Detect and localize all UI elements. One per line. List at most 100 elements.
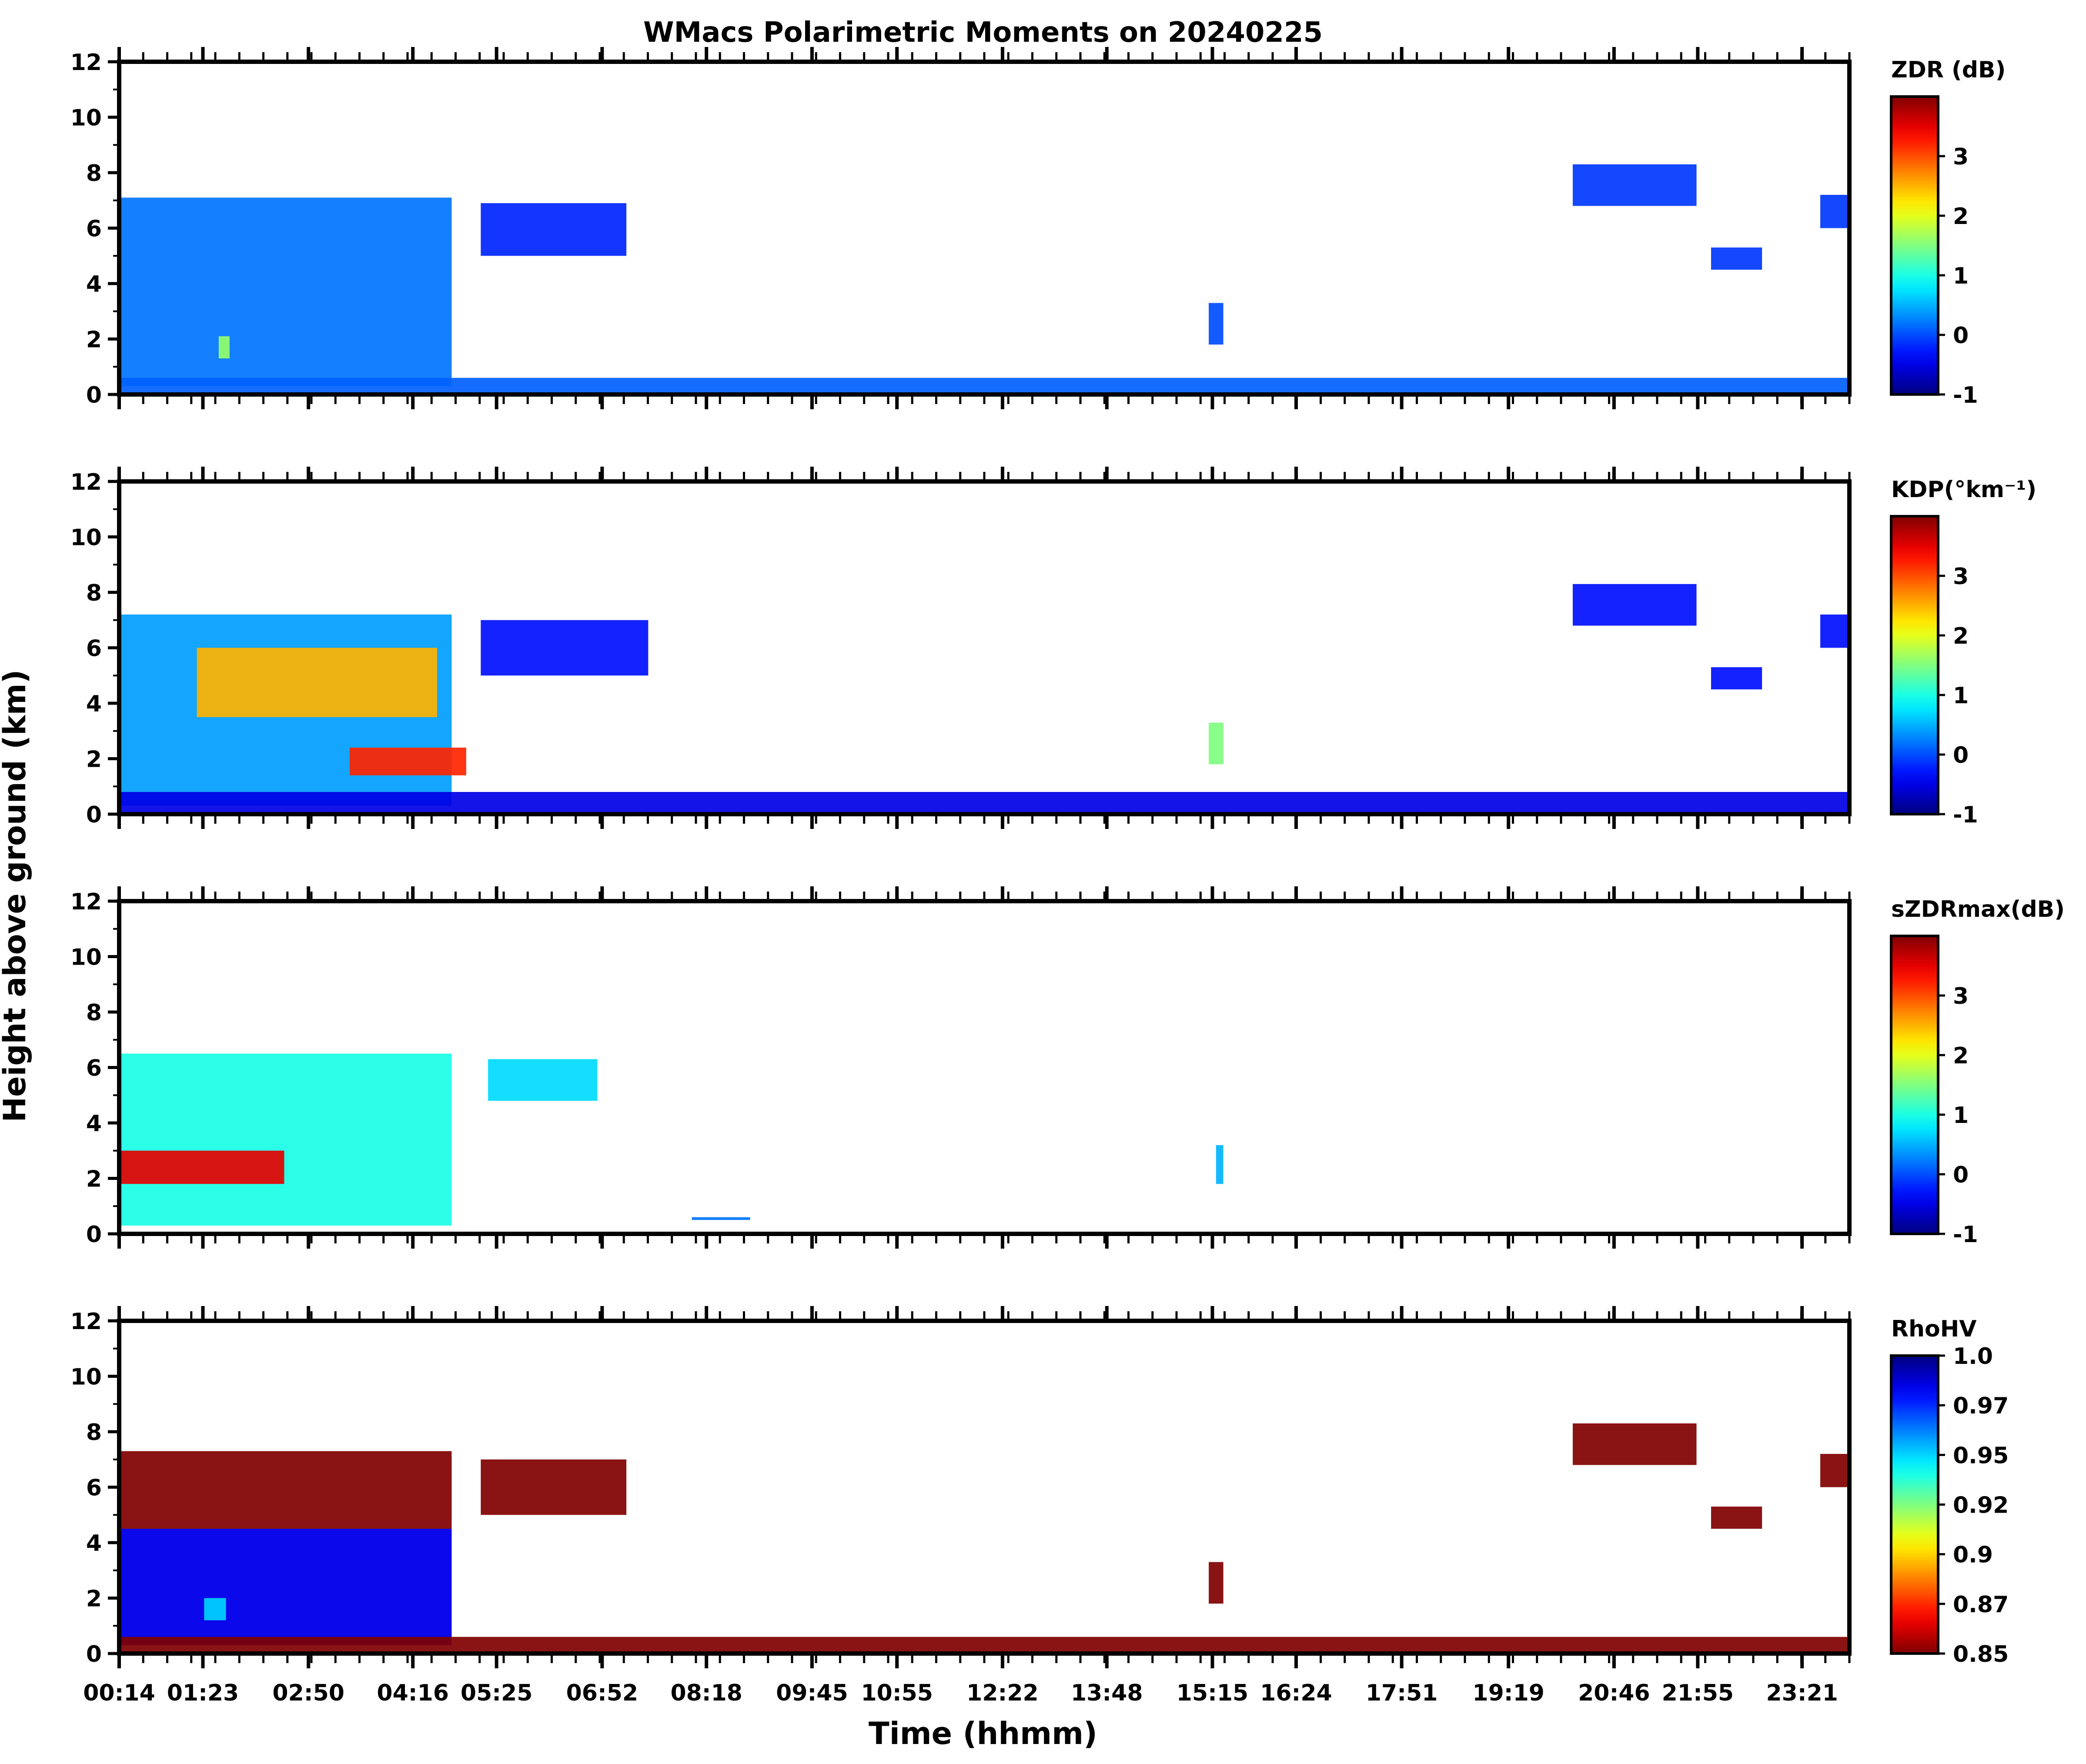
y-tick-label: 0 (86, 1641, 102, 1667)
colorbar-label-szdrmax: sZDRmax(dB) (1891, 896, 2065, 922)
data-layer-rhohv (120, 1423, 1849, 1654)
colorbar-label-rhohv: RhoHV (1891, 1316, 1977, 1342)
data-region (204, 1598, 226, 1620)
x-tick-label: 12:22 (966, 1680, 1039, 1706)
data-region (1820, 1454, 1849, 1487)
data-region (120, 197, 452, 386)
data-region (120, 1150, 284, 1184)
x-tick-label: 02:50 (272, 1680, 344, 1706)
x-tick-label: 16:24 (1260, 1680, 1332, 1706)
y-tick-label: 2 (86, 1166, 102, 1193)
data-region (1572, 164, 1697, 206)
data-region (1216, 1145, 1224, 1184)
y-tick-label: 2 (86, 747, 102, 773)
data-region (488, 1059, 598, 1101)
x-tick-label: 10:55 (861, 1680, 933, 1706)
colorbar-tick-label: 0.95 (1953, 1443, 2009, 1469)
colorbar-tick-label: 2 (1953, 204, 1969, 230)
y-tick-label: 12 (70, 50, 102, 76)
y-tick-label: 4 (86, 691, 102, 717)
y-tick-label: 12 (70, 1309, 102, 1335)
data-layer-kdp (120, 584, 1849, 814)
x-tick-label: 01:23 (167, 1680, 239, 1706)
y-tick-label: 0 (86, 382, 102, 408)
colorbar-tick-label: -1 (1953, 802, 1978, 828)
x-tick-label: 23:21 (1766, 1680, 1838, 1706)
x-tick-label: 20:46 (1578, 1680, 1650, 1706)
data-region (120, 1637, 1849, 1654)
data-region (120, 1529, 452, 1645)
data-region (1820, 615, 1849, 648)
colorbar-tick-label: 0 (1953, 323, 1969, 349)
colorbar-tick-label: 0 (1953, 1162, 1969, 1188)
x-tick-label: 19:19 (1472, 1680, 1544, 1706)
data-region (1209, 303, 1224, 345)
data-region (481, 203, 627, 256)
x-tick-label: 04:16 (377, 1680, 449, 1706)
y-tick-label: 4 (86, 271, 102, 297)
colorbar-zdr (1890, 95, 1939, 396)
data-region (1711, 667, 1762, 690)
data-layer-zdr (120, 164, 1849, 394)
colorbar-tick-label: 1.0 (1953, 1343, 1993, 1370)
data-region (120, 1053, 452, 1226)
colorbar-tick-label: -1 (1953, 1222, 1978, 1248)
data-region (218, 336, 230, 359)
y-tick-label: 0 (86, 802, 102, 828)
x-tick-label: 06:52 (566, 1680, 639, 1706)
colorbar-tick-label: 1 (1953, 1102, 1969, 1129)
y-axis-label: Height above ground (km) (0, 669, 33, 1122)
colorbar-label-kdp: KDP(°km⁻¹) (1891, 477, 2036, 503)
data-region (1711, 1507, 1762, 1529)
y-tick-label: 0 (86, 1222, 102, 1248)
y-tick-label: 10 (70, 1364, 102, 1390)
colorbar-tick-label: 2 (1953, 623, 1969, 649)
colorbar-tick-label: 0.85 (1953, 1641, 2009, 1667)
colorbar-tick-label: 0.97 (1953, 1393, 2009, 1419)
colorbar-tick-label: 0.9 (1953, 1542, 1993, 1568)
colorbar-tick-label: -1 (1953, 382, 1978, 408)
x-tick-label: 05:25 (461, 1680, 533, 1706)
colorbar-tick-label: 0.87 (1953, 1592, 2009, 1618)
y-tick-label: 10 (70, 945, 102, 971)
colorbar-szdrmax (1890, 935, 1939, 1235)
data-region (481, 1459, 627, 1515)
x-tick-label: 13:48 (1071, 1680, 1143, 1706)
y-tick-label: 6 (86, 636, 102, 662)
x-axis-label: Time (hhmm) (869, 1716, 1097, 1751)
colorbar-label-zdr: ZDR (dB) (1891, 57, 2006, 83)
data-region (1209, 722, 1224, 765)
data-region (1572, 1423, 1697, 1465)
panel-rhohv: 0 2 4 6 8 10 12 RhoHV 0.85 0.87 0.9 0.92 0.95 0.97 1.0 (70, 1306, 2009, 1668)
data-region (1711, 247, 1762, 270)
y-tick-label: 6 (86, 1475, 102, 1501)
data-region (1820, 195, 1849, 228)
x-tick-label: 17:51 (1366, 1680, 1438, 1706)
y-tick-label: 6 (86, 1056, 102, 1082)
colorbar-tick-label: 3 (1953, 564, 1969, 590)
colorbar-tick-label: 1 (1953, 683, 1969, 709)
x-tick-label: 09:45 (776, 1680, 848, 1706)
data-region (120, 378, 1849, 394)
colorbar-kdp (1890, 515, 1939, 815)
y-tick-label: 6 (86, 216, 102, 242)
y-tick-label: 12 (70, 889, 102, 915)
data-region (350, 748, 466, 775)
data-region (692, 1217, 750, 1220)
data-region (1209, 1562, 1224, 1604)
colorbar-tick-label: 0 (1953, 742, 1969, 768)
y-tick-label: 4 (86, 1111, 102, 1137)
y-tick-label: 10 (70, 105, 102, 131)
data-region (120, 792, 1849, 814)
y-tick-label: 2 (86, 1586, 102, 1612)
x-tick-label: 15:15 (1177, 1680, 1249, 1706)
x-tick-label: 08:18 (670, 1680, 742, 1706)
y-tick-label: 8 (86, 1420, 102, 1446)
y-tick-label: 8 (86, 1000, 102, 1026)
data-region (481, 620, 649, 676)
colorbar-tick-label: 0.92 (1953, 1493, 2009, 1519)
x-tick-label: 21:55 (1662, 1680, 1734, 1706)
